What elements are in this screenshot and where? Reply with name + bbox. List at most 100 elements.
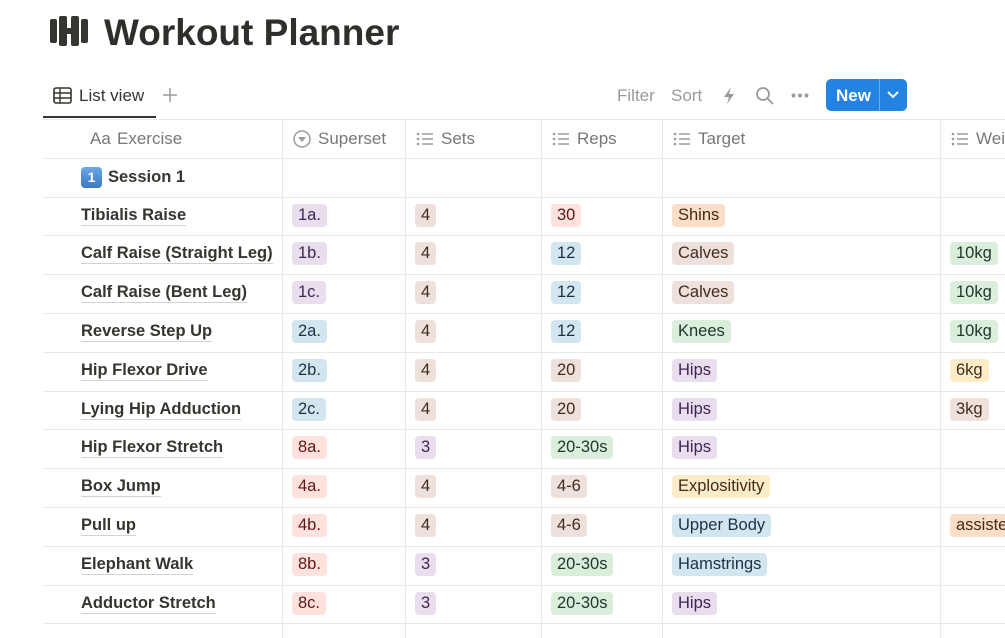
new-divider xyxy=(879,79,880,111)
exercise-name[interactable]: Pull up xyxy=(81,516,136,536)
exercise-name[interactable]: Hip Flexor Drive xyxy=(81,360,208,381)
column-border xyxy=(405,119,406,638)
tag: 6kg xyxy=(950,358,989,382)
tag: 20 xyxy=(551,397,582,421)
row-border xyxy=(43,157,1005,159)
column-header[interactable]: Weight xyxy=(976,129,1005,148)
tag: 3 xyxy=(415,436,437,460)
tag: 3 xyxy=(415,552,437,576)
column-type-icon xyxy=(552,132,569,146)
row-border xyxy=(43,623,1005,625)
tag: 8b. xyxy=(292,552,327,576)
row-border xyxy=(43,584,1005,586)
tag: Calves xyxy=(672,242,735,266)
tag: 2a. xyxy=(292,320,327,343)
exercise-name[interactable]: Elephant Walk xyxy=(81,554,194,575)
tag: 20-30s xyxy=(551,436,614,460)
table-icon xyxy=(53,87,72,104)
sort-button[interactable]: Sort xyxy=(671,86,703,105)
tag: 4 xyxy=(415,397,437,421)
add-view[interactable] xyxy=(162,87,178,103)
tag: 8a. xyxy=(292,436,327,460)
automation-button[interactable] xyxy=(722,86,736,105)
column-border xyxy=(541,119,542,638)
exercise-name[interactable]: Tibialis Raise xyxy=(81,205,187,226)
tag: 10kg xyxy=(950,242,998,266)
tag: 12 xyxy=(551,281,582,305)
tag: 20-30s xyxy=(551,591,614,615)
tag: 4a. xyxy=(292,475,327,499)
tag: 4 xyxy=(415,320,437,343)
column-type-icon xyxy=(673,132,690,146)
tag: Explositivity xyxy=(672,475,771,499)
column-header[interactable]: Target xyxy=(698,129,746,148)
new-button[interactable] xyxy=(826,79,907,111)
tag: 4 xyxy=(415,203,437,227)
group-label[interactable]: Session 1 xyxy=(108,167,186,186)
filter-button[interactable]: Filter xyxy=(617,86,655,105)
exercise-name[interactable]: Calf Raise (Straight Leg) xyxy=(81,244,273,265)
tag: Upper Body xyxy=(672,514,772,537)
tag: 12 xyxy=(551,320,582,343)
search-button[interactable] xyxy=(755,86,775,106)
row-border xyxy=(43,390,1005,392)
page-title: Workout Planner xyxy=(104,12,400,53)
tag: 4 xyxy=(415,358,437,382)
tag: 10kg xyxy=(950,320,998,343)
tag: Hips xyxy=(672,358,718,382)
tag: 4 xyxy=(415,281,437,305)
view-tab[interactable] xyxy=(43,78,156,118)
column-border xyxy=(282,119,283,638)
column-header[interactable]: Reps xyxy=(577,129,617,148)
column-header[interactable]: Superset xyxy=(318,129,387,148)
row-border xyxy=(43,235,1005,237)
exercise-name[interactable]: Hip Flexor Stretch xyxy=(81,438,224,459)
row-border xyxy=(43,351,1005,353)
tag: Hips xyxy=(672,591,718,615)
tag: 3kg xyxy=(950,397,989,421)
tag: 3 xyxy=(415,591,437,615)
dumbbell-icon xyxy=(50,16,88,46)
exercise-name[interactable]: Adductor Stretch xyxy=(81,593,216,614)
new-label[interactable]: New xyxy=(836,86,871,105)
tag: 2c. xyxy=(292,397,327,421)
tag: 1b. xyxy=(292,242,327,266)
tag: 4-6 xyxy=(551,475,587,499)
exercise-name[interactable]: Box Jump xyxy=(81,477,161,498)
tag: 20-30s xyxy=(551,552,614,576)
tag: Knees xyxy=(672,320,731,343)
tag: assisted xyxy=(950,514,1005,537)
column-type-icon xyxy=(293,130,311,148)
tag: 4 xyxy=(415,514,437,537)
view-label[interactable]: List view xyxy=(79,86,145,105)
row-border xyxy=(43,429,1005,431)
column-border xyxy=(940,119,941,638)
column-type-icon xyxy=(951,132,968,146)
row-border xyxy=(43,274,1005,276)
tag: 1c. xyxy=(292,281,327,305)
new-dropdown[interactable] xyxy=(886,90,900,100)
row-border xyxy=(43,313,1005,314)
tag: 4 xyxy=(415,475,437,499)
row-border xyxy=(43,545,1005,547)
exercise-name[interactable]: Reverse Step Up xyxy=(81,322,213,342)
title-icon: Aa xyxy=(90,129,111,148)
column-type-icon xyxy=(416,132,433,146)
exercise-name[interactable]: Lying Hip Adduction xyxy=(81,399,242,420)
column-header[interactable]: Exercise xyxy=(117,129,183,148)
tag: 1a. xyxy=(292,203,327,227)
row-border xyxy=(43,119,1005,120)
tag: Hips xyxy=(672,397,718,421)
group-badge: 1 xyxy=(81,166,102,188)
tag: 30 xyxy=(551,203,582,227)
tag: Calves xyxy=(672,281,735,305)
row-border xyxy=(43,468,1005,470)
exercise-name[interactable]: Calf Raise (Bent Leg) xyxy=(81,283,247,304)
more-button[interactable] xyxy=(791,93,809,98)
tag: Shins xyxy=(672,203,726,227)
row-border xyxy=(43,507,1005,508)
tag: 4b. xyxy=(292,514,327,537)
column-border xyxy=(662,119,663,638)
column-header[interactable]: Sets xyxy=(441,129,476,148)
tag: 12 xyxy=(551,242,582,266)
